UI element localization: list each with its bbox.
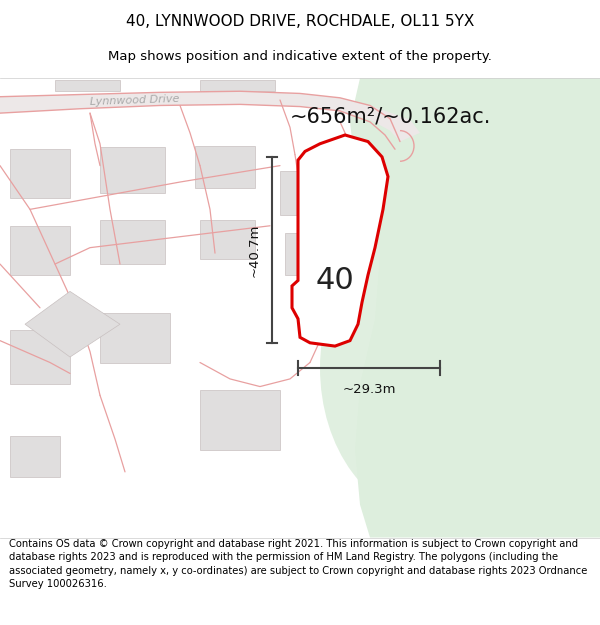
Polygon shape	[25, 291, 120, 357]
Text: ~40.7m: ~40.7m	[248, 223, 260, 276]
Polygon shape	[305, 171, 355, 226]
Text: 40, LYNNWOOD DRIVE, ROCHDALE, OL11 5YX: 40, LYNNWOOD DRIVE, ROCHDALE, OL11 5YX	[126, 14, 474, 29]
Bar	[10, 330, 70, 384]
Text: ~656m²/~0.162ac.: ~656m²/~0.162ac.	[289, 106, 491, 126]
Text: Lynnwood Drive: Lynnwood Drive	[90, 94, 180, 106]
Polygon shape	[0, 78, 420, 141]
Text: Contains OS data © Crown copyright and database right 2021. This information is : Contains OS data © Crown copyright and d…	[9, 539, 587, 589]
Polygon shape	[292, 135, 388, 346]
Bar	[200, 80, 275, 91]
Text: Map shows position and indicative extent of the property.: Map shows position and indicative extent…	[108, 50, 492, 62]
Text: 40: 40	[316, 266, 355, 295]
Bar	[100, 147, 165, 193]
Text: ~29.3m: ~29.3m	[342, 383, 396, 396]
Bar	[200, 220, 255, 259]
Bar	[285, 233, 335, 275]
Bar	[100, 220, 165, 264]
Bar	[10, 436, 60, 478]
Bar	[10, 149, 70, 199]
Ellipse shape	[320, 220, 540, 516]
Bar	[10, 226, 70, 275]
Bar	[280, 171, 335, 215]
Bar	[195, 146, 255, 188]
Bar	[200, 390, 280, 450]
Bar	[100, 313, 170, 362]
Bar	[55, 80, 120, 91]
Polygon shape	[350, 78, 600, 538]
